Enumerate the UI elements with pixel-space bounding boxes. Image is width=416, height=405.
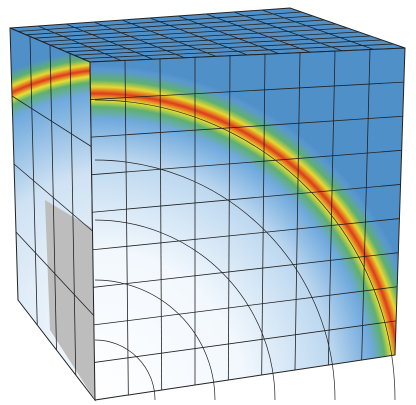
front-mesh-line	[159, 58, 163, 391]
top-mesh-line	[49, 27, 348, 46]
front-mesh-line	[94, 320, 397, 363]
front-mesh-line	[91, 149, 402, 176]
front-mesh-line	[92, 184, 401, 213]
top-mesh-line	[261, 9, 374, 50]
front-mesh-line	[361, 49, 371, 361]
top-mesh-line	[233, 11, 343, 52]
front-mesh-line	[93, 286, 398, 326]
top-mesh-line	[177, 15, 280, 54]
front-mesh-line	[327, 51, 336, 366]
front-mesh-line	[294, 52, 301, 371]
left-mesh-line	[13, 163, 93, 232]
top-mesh-line	[65, 35, 371, 53]
front-mesh-arc	[94, 99, 396, 401]
top-mesh-line	[205, 13, 311, 53]
top-mesh-line	[73, 39, 383, 56]
front-mesh-arc	[94, 219, 276, 401]
front-mesh-arc	[94, 339, 156, 401]
cut-face	[45, 200, 95, 400]
front-mesh-line	[92, 218, 400, 251]
front-mesh-line	[124, 60, 129, 396]
top-mesh-line	[81, 43, 394, 59]
front-mesh-line	[90, 81, 404, 100]
front-mesh-arc	[94, 159, 336, 401]
front-mesh-line	[91, 115, 403, 138]
front-face	[89, 47, 406, 401]
mesh	[11, 9, 404, 401]
front-mesh-line	[227, 55, 231, 381]
left-mesh-line	[69, 53, 77, 376]
front-mesh-arc	[94, 279, 216, 401]
left-mesh-line	[15, 231, 95, 316]
front-mesh-line	[261, 54, 266, 376]
top-mesh-line	[57, 31, 360, 49]
front-mesh-line	[93, 252, 399, 288]
